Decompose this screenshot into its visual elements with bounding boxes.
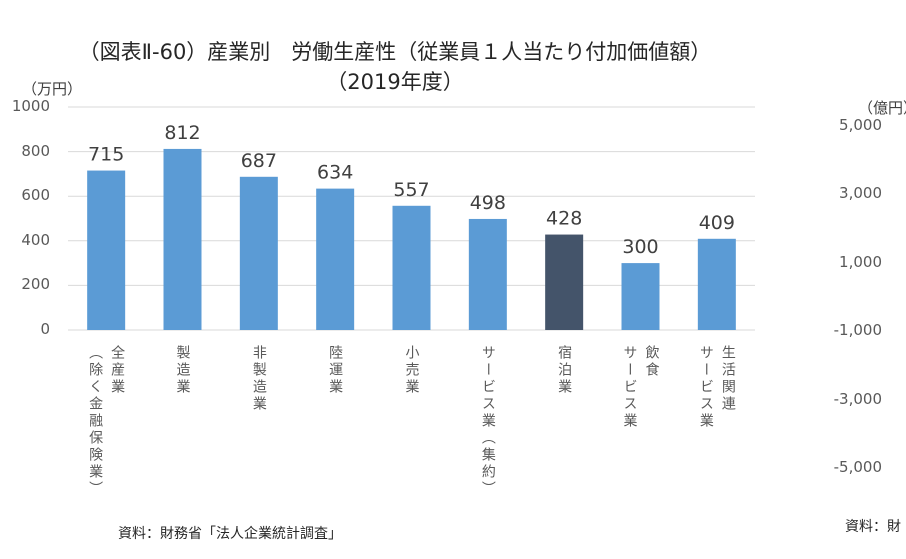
bar [239, 176, 278, 330]
data-label: 715 [88, 144, 124, 166]
x-category-label: 飲食 サービス業 [621, 345, 660, 430]
data-label: 812 [164, 122, 200, 144]
right-axis-unit: （億円） [858, 99, 906, 117]
bar [316, 188, 355, 330]
x-category-label: 非製造業 [250, 345, 267, 413]
right-y-tick-label: -1,000 [833, 321, 882, 340]
right-y-tick-label: 3,000 [839, 184, 882, 203]
source-note: 資料：財務省「法人企業統計調査」 [118, 526, 342, 542]
right-y-tick-label: 5,000 [839, 116, 882, 134]
bar [545, 234, 584, 330]
bar [468, 218, 507, 330]
bar [621, 263, 660, 330]
data-label: 498 [470, 192, 506, 214]
right-source-note: 資料：財 [845, 519, 901, 535]
bar [697, 238, 736, 330]
bar [163, 148, 202, 330]
chart-subtitle: （2019年度） [326, 70, 464, 94]
x-category-label: 製造業 [174, 345, 191, 396]
y-tick-label: 600 [21, 186, 50, 205]
chart-title: （図表Ⅱ-60）産業別 労働生産性（従業員１人当たり付加価値額） [78, 40, 712, 64]
x-category-label: 小売業 [403, 345, 420, 396]
data-label: 300 [622, 236, 658, 258]
x-category-label: サービス業（集約） [479, 345, 496, 498]
data-label: 428 [546, 208, 582, 230]
x-category-label: 全産業 （除く金融保険業） [87, 345, 126, 498]
data-label: 634 [317, 162, 353, 184]
data-label: 409 [699, 212, 735, 234]
bar [87, 170, 126, 330]
right-y-tick-label: -5,000 [833, 458, 882, 476]
x-category-label: 宿泊業 [556, 345, 573, 396]
y-tick-label: 800 [21, 141, 50, 160]
data-label: 687 [241, 150, 277, 172]
y-tick-label: 0 [40, 320, 50, 338]
y-tick-label: 1000 [11, 97, 50, 115]
y-axis-unit: （万円） [22, 80, 83, 98]
right-y-tick-label: 1,000 [839, 252, 882, 271]
right-y-tick-label: -3,000 [833, 389, 882, 408]
data-label: 557 [393, 179, 429, 201]
x-category-label: 陸運業 [327, 345, 344, 396]
y-tick-label: 200 [21, 275, 50, 294]
y-tick-label: 400 [21, 230, 50, 249]
x-category-label: 生活関連 サービス業 [697, 345, 736, 430]
bar [392, 205, 431, 330]
